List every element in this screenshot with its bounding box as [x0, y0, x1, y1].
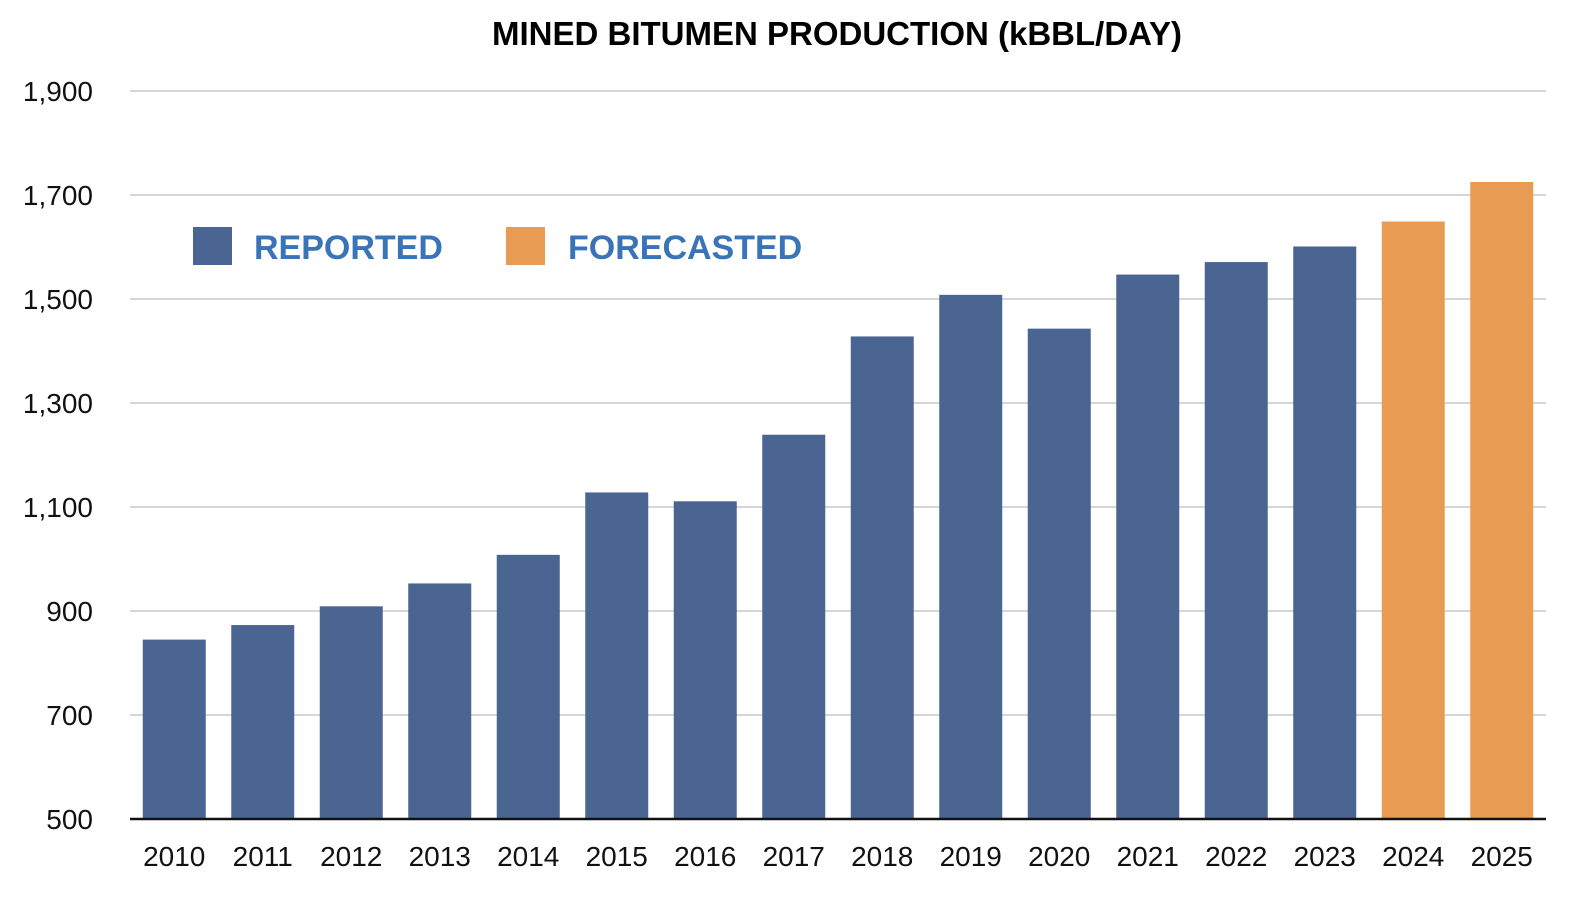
y-tick-label: 1,300 — [23, 388, 93, 419]
x-tick-label: 2020 — [1028, 841, 1090, 872]
x-tick-label: 2013 — [409, 841, 471, 872]
legend-swatch-forecasted — [506, 227, 545, 265]
bar-2019 — [939, 294, 1003, 820]
bar-2014 — [496, 554, 560, 819]
x-tick-label: 2012 — [320, 841, 382, 872]
bar-2015 — [585, 492, 649, 819]
y-tick-label: 1,900 — [23, 76, 93, 107]
x-tick-label: 2011 — [233, 841, 293, 872]
y-tick-label: 1,700 — [23, 180, 93, 211]
bar-2025 — [1470, 182, 1534, 819]
bar-2018 — [850, 336, 914, 819]
bar-2013 — [408, 583, 472, 819]
bars — [142, 182, 1534, 820]
x-axis-ticks: 2010 2011 2012 2013 2014 2015 2016 2017 2018 2019… — [143, 841, 1533, 872]
x-tick-label: 2015 — [586, 841, 648, 872]
y-tick-label: 1,100 — [23, 492, 93, 523]
bar-2022 — [1204, 262, 1268, 820]
x-tick-label: 2025 — [1471, 841, 1533, 872]
x-tick-label: 2021 — [1117, 841, 1179, 872]
y-tick-label: 900 — [46, 596, 93, 627]
x-tick-label: 2010 — [143, 841, 205, 872]
x-tick-label: 2024 — [1382, 841, 1444, 872]
x-tick-label: 2023 — [1294, 841, 1356, 872]
chart-title: MINED BITUMEN PRODUCTION (kBBL/DAY) — [492, 15, 1182, 52]
y-tick-label: 700 — [46, 700, 93, 731]
legend-label-reported: REPORTED — [254, 229, 443, 267]
x-tick-label: 2014 — [497, 841, 559, 872]
bar-2016 — [673, 501, 737, 819]
y-tick-label: 500 — [46, 804, 93, 835]
bar-2024 — [1381, 221, 1445, 819]
bar-2020 — [1027, 328, 1091, 819]
bar-2012 — [319, 606, 383, 819]
bar-2023 — [1293, 246, 1357, 820]
legend: REPORTED FORECASTED — [193, 227, 802, 267]
bar-2011 — [231, 625, 295, 819]
bar-2017 — [762, 434, 826, 819]
legend-label-forecasted: FORECASTED — [568, 229, 802, 267]
y-axis-ticks: 500 700 900 1,100 1,300 1,500 1,700 1,900 — [23, 76, 93, 835]
legend-swatch-reported — [193, 227, 232, 265]
x-tick-label: 2018 — [851, 841, 913, 872]
bar-2021 — [1116, 274, 1180, 819]
y-tick-label: 1,500 — [23, 284, 93, 315]
x-tick-label: 2017 — [763, 841, 825, 872]
x-tick-label: 2022 — [1205, 841, 1267, 872]
x-tick-label: 2019 — [940, 841, 1002, 872]
bar-2010 — [142, 639, 206, 819]
x-tick-label: 2016 — [674, 841, 736, 872]
